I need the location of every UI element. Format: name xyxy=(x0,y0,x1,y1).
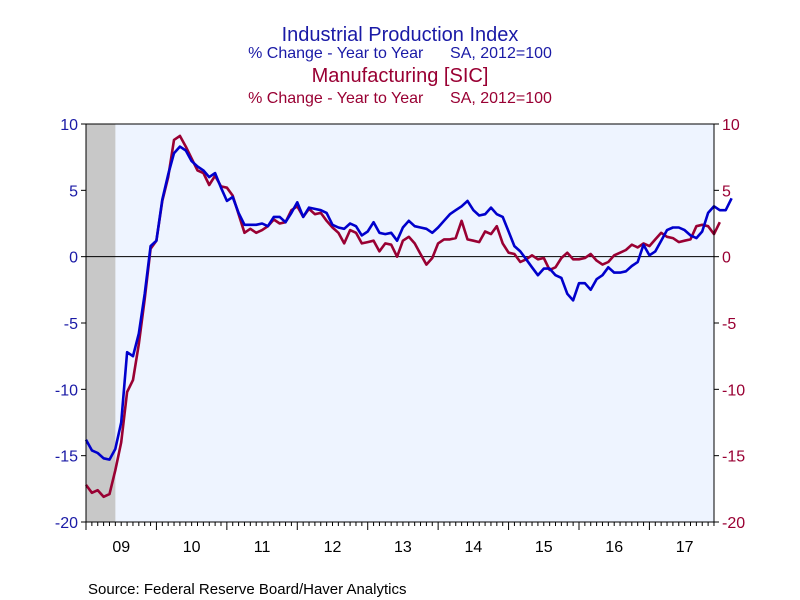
y-tick-label-left: -15 xyxy=(55,449,78,466)
y-tick-label-left: 0 xyxy=(69,250,78,267)
y-tick-label-right: -20 xyxy=(722,515,745,532)
series-line-ip xyxy=(84,145,733,461)
x-tick-label: 09 xyxy=(112,539,130,556)
x-tick-label: 11 xyxy=(254,539,271,556)
y-tick-label-right: -5 xyxy=(722,316,736,333)
chart-title: Industrial Production Index xyxy=(282,24,519,46)
x-tick-label: 15 xyxy=(535,539,553,556)
y-tick-label-left: -10 xyxy=(55,382,78,399)
y-tick-label-left: 10 xyxy=(60,117,78,134)
x-tick-label: 16 xyxy=(605,539,623,556)
y-tick-label-right: 10 xyxy=(722,117,740,134)
x-tick-label: 14 xyxy=(464,539,482,556)
chart-subtitle: % Change - Year to Year SA, 2012=100 xyxy=(248,45,552,62)
x-tick-label: 12 xyxy=(324,539,342,556)
recession-shading xyxy=(86,124,116,522)
x-tick-label: 13 xyxy=(394,539,412,556)
y-tick-label-right: -10 xyxy=(722,382,745,399)
chart-subtitle-2: % Change - Year to Year SA, 2012=100 xyxy=(248,90,552,107)
chart-title-2: Manufacturing [SIC] xyxy=(312,65,489,87)
y-tick-label-right: -15 xyxy=(722,449,745,466)
y-tick-label-left: -5 xyxy=(64,316,78,333)
y-tick-label-right: 0 xyxy=(722,250,731,267)
y-tick-label-left: 5 xyxy=(69,183,78,200)
plot-area xyxy=(85,123,715,523)
x-tick-label: 10 xyxy=(183,539,201,556)
x-tick-label: 17 xyxy=(676,539,694,556)
y-tick-label-right: 5 xyxy=(722,183,731,200)
source-note: Source: Federal Reserve Board/Haver Anal… xyxy=(88,581,406,598)
y-tick-label-left: -20 xyxy=(55,515,78,532)
